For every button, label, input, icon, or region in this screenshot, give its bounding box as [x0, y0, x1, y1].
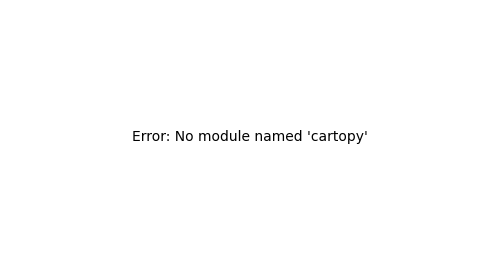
- Text: Error: No module named 'cartopy': Error: No module named 'cartopy': [132, 131, 368, 144]
